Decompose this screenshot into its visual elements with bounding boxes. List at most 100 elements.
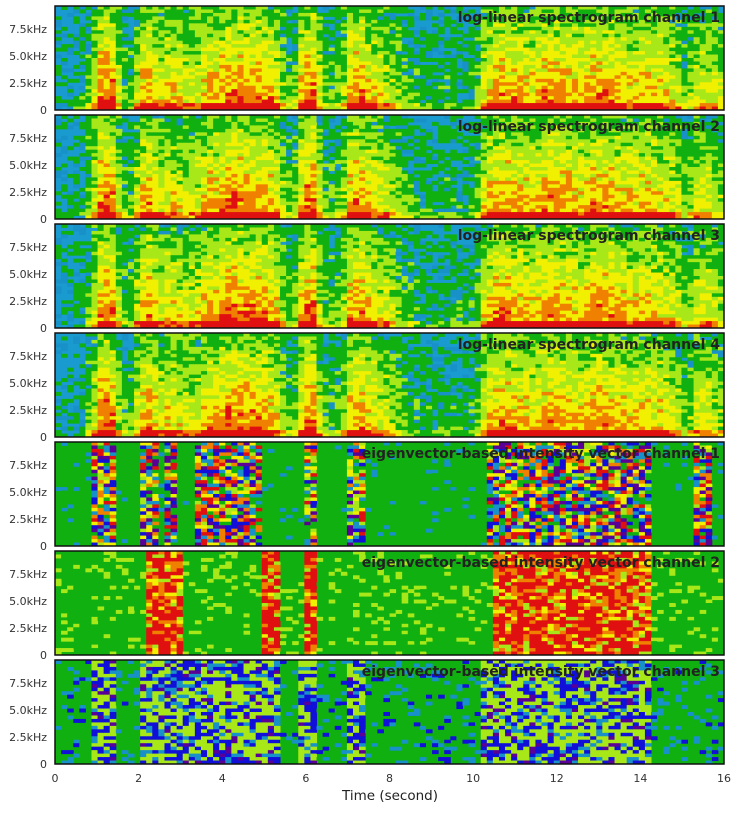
panel-frame [54,5,725,111]
heatmap-cell [334,47,342,52]
heatmap-cell [188,51,196,56]
heatmap-cell [219,156,226,161]
heatmap-cell [663,78,670,83]
heatmap-cell [681,78,689,83]
heatmap-cell [553,103,561,108]
heatmap-cell [292,30,299,35]
heatmap-cell [365,40,372,45]
heatmap-cell [717,58,724,62]
heatmap-cell [207,208,214,213]
heatmap-cell [61,170,68,175]
heatmap-cell [547,103,555,108]
heatmap-cell [298,89,305,94]
heatmap-cell [188,68,196,73]
heatmap-cell [267,37,275,42]
heatmap-cell [511,54,518,59]
heatmap-cell [407,139,415,144]
heatmap-cell [316,26,324,31]
heatmap-cell [346,64,354,69]
heatmap-cell [523,99,530,104]
heatmap-cell [176,89,184,94]
heatmap-cell [328,146,336,151]
heatmap-cell [571,96,579,101]
heatmap-cell [383,135,390,140]
heatmap-cell [273,198,281,203]
heatmap-cell [292,208,299,213]
heatmap-cell [286,68,293,73]
heatmap-cell [359,121,366,126]
heatmap-cell [584,9,591,14]
heatmap-cell [134,51,141,56]
heatmap-cell [565,47,573,52]
heatmap-cell [644,68,652,73]
heatmap-cell [371,54,378,59]
heatmap-cell [134,26,141,31]
heatmap-cell [115,82,123,87]
heatmap-cell [657,78,664,83]
heatmap-cell [346,180,354,185]
heatmap-cell [213,47,220,52]
heatmap-cell [602,33,609,38]
heatmap-cell [565,33,573,38]
heatmap-cell [164,106,172,110]
heatmap-cell [170,135,178,140]
heatmap-cell [231,64,238,69]
heatmap-cell [280,85,287,90]
heatmap-cell [651,6,658,10]
heatmap-cell [340,167,348,171]
heatmap-cell [395,180,403,185]
heatmap-cell [115,187,123,192]
heatmap-cell [559,68,567,73]
heatmap-cell [85,205,92,210]
heatmap-cell [273,92,281,97]
heatmap-cell [334,19,342,24]
heatmap-cell [207,47,214,52]
heatmap-cell [340,68,348,73]
heatmap-cell [127,47,135,52]
heatmap-cell [243,47,251,52]
heatmap-cell [511,68,518,73]
heatmap-cell [614,40,622,45]
heatmap-cell [158,173,165,178]
heatmap-cell [413,51,421,56]
heatmap-cell [103,184,111,189]
heatmap-cell [596,64,603,69]
heatmap-cell [492,103,500,108]
heatmap-cell [371,180,378,185]
heatmap-cell [164,9,172,14]
heatmap-cell [663,33,670,38]
heatmap-cell [79,187,86,192]
heatmap-cell [140,19,147,24]
heatmap-cell [261,30,269,35]
heatmap-cell [699,9,707,14]
heatmap-cell [498,96,506,101]
heatmap-cell [61,149,68,154]
heatmap-cell [109,170,117,175]
heatmap-cell [164,205,172,210]
heatmap-cell [225,160,232,165]
heatmap-cell [316,215,324,219]
heatmap-cell [115,191,123,196]
heatmap-cell [213,44,220,49]
heatmap-cell [425,208,433,213]
heatmap-cell [498,51,506,56]
heatmap-cell [711,85,719,90]
heatmap-cell [134,194,141,199]
heatmap-cell [194,194,202,199]
heatmap-cell [359,64,366,69]
heatmap-cell [67,208,74,213]
heatmap-cell [365,115,372,119]
heatmap-cell [97,191,105,196]
heatmap-cell [511,103,518,108]
heatmap-cell [261,26,269,31]
heatmap-cell [663,47,670,52]
heatmap-cell [395,177,403,182]
heatmap-cell [328,30,336,35]
heatmap-cell [675,82,682,87]
y-tick-label: 7.5kHz [9,23,47,36]
heatmap-cell [146,54,153,59]
heatmap-cell [340,149,348,154]
heatmap-cell [67,156,74,161]
heatmap-cell [626,64,634,69]
heatmap-cell [152,51,159,56]
